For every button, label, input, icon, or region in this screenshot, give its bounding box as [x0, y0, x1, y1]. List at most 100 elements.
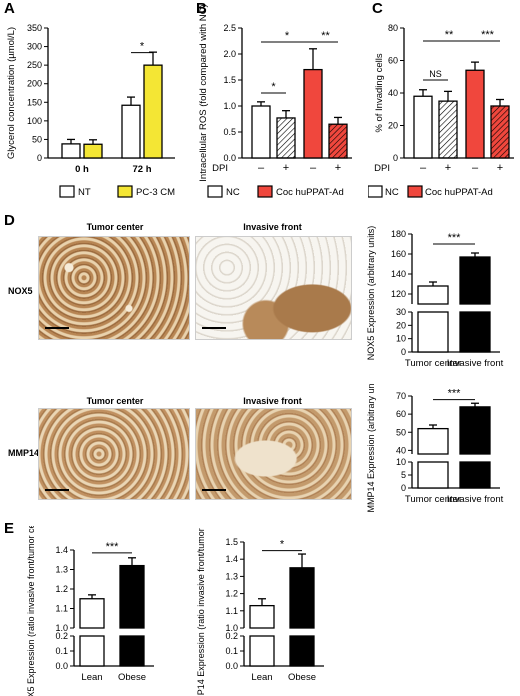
y-tick-label: 40 [396, 445, 406, 455]
dpi-sign: – [258, 162, 265, 174]
y-tick-label: 0.0 [223, 153, 236, 163]
scale-bar [45, 489, 69, 491]
bar [251, 105, 271, 159]
bar [490, 105, 510, 159]
y-tick-label: 10 [396, 334, 406, 344]
y-tick-label: 0.2 [225, 631, 238, 641]
y-axis-label: % of Invading cells [374, 53, 385, 132]
y-tick-label: 0.2 [55, 631, 68, 641]
y-tick-label: 0.0 [55, 661, 68, 671]
y-tick-label: 0.1 [55, 646, 68, 656]
bar [328, 123, 348, 159]
significance-label: *** [448, 232, 462, 244]
y-tick-label: 60 [388, 56, 398, 66]
y-tick-label: 5 [401, 470, 406, 480]
legend-label: NT [78, 187, 91, 198]
bar [438, 100, 458, 159]
histology-image-mmp14-invasive-front [195, 408, 352, 500]
y-tick-label: 0 [37, 153, 42, 163]
y-tick-label: 300 [27, 42, 42, 52]
bar [413, 95, 433, 159]
x-tick-label: Invasive front [447, 358, 504, 369]
y-tick-label: 20 [396, 320, 406, 330]
y-tick-label: 2.0 [223, 49, 236, 59]
bar-lower [79, 635, 105, 667]
bar [465, 69, 485, 159]
y-tick-label: 60 [396, 409, 406, 419]
histology-row-label-mmp14: MMP14 [8, 448, 40, 458]
significance-label: *** [106, 541, 120, 553]
legend-swatch [59, 185, 75, 198]
y-tick-label: 30 [396, 307, 406, 317]
x-axis-label: DPI [374, 163, 390, 174]
legend-label: NC [226, 187, 240, 198]
histology-image-nox5-invasive-front [195, 236, 352, 340]
histology-title-invasive-front: Invasive front [243, 222, 302, 232]
chart-d-nox5: 0 10 20 30 120 140 160 180 NOX5 Expression (arbi… [366, 226, 504, 369]
y-tick-label: 1.0 [225, 623, 238, 633]
significance-label: * [285, 30, 290, 42]
histology-title-invasive-front-2: Invasive front [243, 396, 302, 406]
significance-label: * [140, 41, 145, 53]
bar-lower [289, 635, 315, 667]
y-axis-label: Glycerol concentration (µmol/L) [6, 27, 17, 159]
y-tick-label: 180 [391, 229, 406, 239]
chart-e-mmp14: 0.0 0.1 0.21.0 1.1 1.2 1.3 1.4 1.5 MMP14 Express… [196, 526, 324, 696]
y-tick-label: 140 [391, 269, 406, 279]
dpi-sign: + [335, 162, 341, 174]
y-tick-label: 350 [27, 23, 42, 33]
bar-lower [119, 635, 145, 667]
y-tick-label: 1.0 [55, 623, 68, 633]
bar-upper [417, 285, 449, 305]
y-tick-label: 0 [393, 153, 398, 163]
histology-title-tumor-center-2: Tumor center [86, 396, 144, 406]
panel-label-e: E [4, 520, 15, 537]
bar-upper [459, 406, 491, 455]
y-tick-label: 50 [396, 427, 406, 437]
histology-image-nox5-tumor-center [38, 236, 190, 340]
y-tick-label: 0 [401, 347, 406, 357]
bar-upper [249, 604, 275, 629]
legend-label: Coc huPPAT-Ad [276, 187, 344, 198]
bar [83, 143, 103, 159]
bar [143, 64, 163, 159]
y-tick-label: 1.2 [225, 589, 238, 599]
histology-image-mmp14-tumor-center [38, 408, 190, 500]
x-tick-label: Lean [81, 672, 102, 683]
legend-label: Coc huPPAT-Ad [425, 187, 493, 198]
y-tick-label: 1.2 [55, 584, 68, 594]
y-tick-label: 100 [27, 116, 42, 126]
significance-label: * [280, 539, 285, 551]
bar-upper [79, 598, 105, 629]
y-tick-label: 0 [401, 483, 406, 493]
significance-label: * [271, 81, 276, 93]
chart-a-glycerol: 0 50 100 150 200 250 300 350 Glycerol concentrat… [6, 23, 175, 198]
dpi-sign: – [420, 162, 427, 174]
x-tick-label: Obese [288, 672, 316, 683]
y-tick-label: 40 [388, 88, 398, 98]
y-tick-label: 0.5 [223, 127, 236, 137]
chart-d-mmp14: 0 5 10 40 50 60 70 MMP14 Expression (arbitrary … [366, 384, 504, 513]
bar-lower [249, 635, 275, 667]
y-tick-label: 1.0 [223, 101, 236, 111]
y-tick-label: 1.3 [225, 571, 238, 581]
y-tick-label: 1.4 [225, 554, 238, 564]
histology-row-label-nox5: NOX5 [8, 286, 33, 296]
y-tick-label: 120 [391, 289, 406, 299]
y-tick-label: 250 [27, 60, 42, 70]
y-tick-label: 1.1 [225, 606, 238, 616]
dpi-sign: – [310, 162, 317, 174]
y-tick-label: 1.5 [223, 75, 236, 85]
scale-bar [202, 489, 226, 491]
y-tick-label: 2.5 [223, 23, 236, 33]
bar-upper [119, 564, 145, 629]
y-axis-label: MMP14 Expression (arbitrary units) [366, 384, 376, 513]
y-tick-label: 200 [27, 79, 42, 89]
x-tick-label: Invasive front [447, 494, 504, 505]
scale-bar [45, 327, 69, 329]
bar [121, 104, 141, 159]
significance-label: ** [321, 30, 330, 42]
y-tick-label: 10 [396, 457, 406, 467]
significance-label: ** [445, 29, 454, 41]
